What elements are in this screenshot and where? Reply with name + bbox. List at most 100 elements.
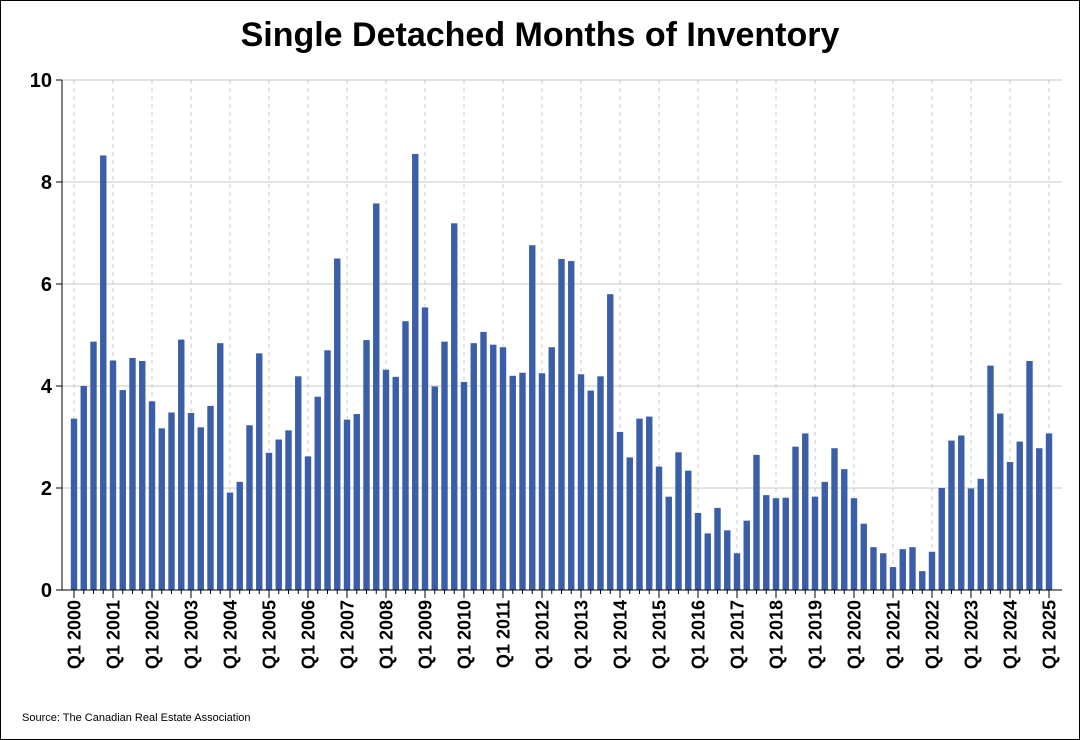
bar xyxy=(831,448,838,590)
bar xyxy=(334,258,341,590)
bar xyxy=(1036,448,1043,590)
bar xyxy=(343,419,351,590)
bar-layer xyxy=(70,153,1053,591)
bar xyxy=(655,466,663,590)
bar xyxy=(997,413,1004,590)
bar xyxy=(129,357,136,590)
bar xyxy=(587,390,594,590)
bar xyxy=(304,456,312,590)
bar xyxy=(977,478,984,590)
bar xyxy=(373,203,380,591)
bar xyxy=(870,547,877,590)
x-tick-label: Q1 2009 xyxy=(416,600,436,669)
bar xyxy=(480,331,487,590)
x-tick-label: Q1 2015 xyxy=(650,600,670,669)
bar xyxy=(256,353,263,590)
x-tick-label: Q1 2014 xyxy=(611,600,631,669)
bar xyxy=(402,321,409,590)
bar xyxy=(694,512,702,590)
bar xyxy=(538,373,546,590)
bar xyxy=(909,547,916,590)
bar xyxy=(597,376,604,590)
x-tick-label: Q1 2005 xyxy=(260,600,280,669)
x-tick-label: Q1 2010 xyxy=(455,600,475,669)
bar xyxy=(460,381,468,590)
bar xyxy=(178,339,185,590)
bar xyxy=(139,361,146,590)
x-tick-label: Q1 2001 xyxy=(104,600,124,669)
bar xyxy=(860,523,867,590)
bar xyxy=(70,418,78,590)
bar xyxy=(607,294,614,590)
chart-title: Single Detached Months of Inventory xyxy=(240,16,840,54)
x-tick-label: Q1 2016 xyxy=(689,600,709,669)
bar xyxy=(100,155,107,591)
bar xyxy=(119,390,126,590)
x-tick-label: Q1 2004 xyxy=(221,600,241,669)
bar xyxy=(733,553,741,590)
bar xyxy=(802,433,809,590)
bar xyxy=(665,496,672,590)
bar xyxy=(187,413,195,590)
bar xyxy=(80,386,87,590)
x-tick-label: Q1 2019 xyxy=(806,600,826,669)
bar xyxy=(441,341,448,590)
bar xyxy=(675,452,682,590)
y-tick-label: 2 xyxy=(41,478,52,500)
bar xyxy=(928,551,936,590)
bar xyxy=(207,405,214,590)
y-tick-label: 10 xyxy=(30,70,52,92)
bar xyxy=(568,261,575,590)
bar xyxy=(792,446,799,590)
x-tick-label: Q1 2012 xyxy=(533,600,553,669)
bar xyxy=(499,347,507,590)
source-note: Source: The Canadian Real Estate Associa… xyxy=(22,712,251,724)
bar xyxy=(880,553,887,590)
x-tick-label: Q1 2020 xyxy=(845,600,865,669)
bar xyxy=(763,495,770,590)
bar xyxy=(743,520,750,590)
bar xyxy=(714,507,721,590)
bar xyxy=(753,454,760,590)
bar xyxy=(353,414,360,590)
bar xyxy=(889,567,897,590)
bar xyxy=(451,223,458,590)
x-tick-label: Q1 2002 xyxy=(143,600,163,669)
bar xyxy=(470,343,477,590)
bar xyxy=(958,435,965,590)
bar xyxy=(529,245,536,591)
x-tick-label: Q1 2008 xyxy=(377,600,397,669)
y-tick-label: 4 xyxy=(41,376,53,398)
bar xyxy=(616,431,624,590)
bar xyxy=(967,488,975,590)
bar xyxy=(236,481,243,590)
bar xyxy=(841,469,848,590)
x-tick-label: Q1 2022 xyxy=(923,600,943,669)
bar xyxy=(558,259,565,590)
x-tick-label: Q1 2013 xyxy=(572,600,592,669)
x-tick-label: Q1 2011 xyxy=(494,600,514,668)
bar xyxy=(899,549,906,590)
bar xyxy=(577,374,585,590)
x-tick-label: Q1 2003 xyxy=(182,600,202,669)
bar xyxy=(392,376,399,590)
bar xyxy=(314,396,321,590)
x-tick-label: Q1 2025 xyxy=(1040,600,1060,669)
bar xyxy=(1045,433,1053,590)
y-tick-label: 6 xyxy=(41,274,52,296)
bar xyxy=(519,372,526,590)
bar xyxy=(382,369,390,590)
bar xyxy=(919,571,926,590)
bar xyxy=(1016,441,1023,590)
bar xyxy=(811,496,819,590)
bar xyxy=(724,530,731,590)
bar xyxy=(295,376,302,590)
bar xyxy=(772,498,780,590)
y-tick-label: 8 xyxy=(41,172,52,194)
bar xyxy=(109,360,117,590)
bar xyxy=(548,347,555,590)
x-tick-label: Q1 2007 xyxy=(338,600,358,669)
bar xyxy=(987,365,994,590)
bar xyxy=(850,498,858,590)
